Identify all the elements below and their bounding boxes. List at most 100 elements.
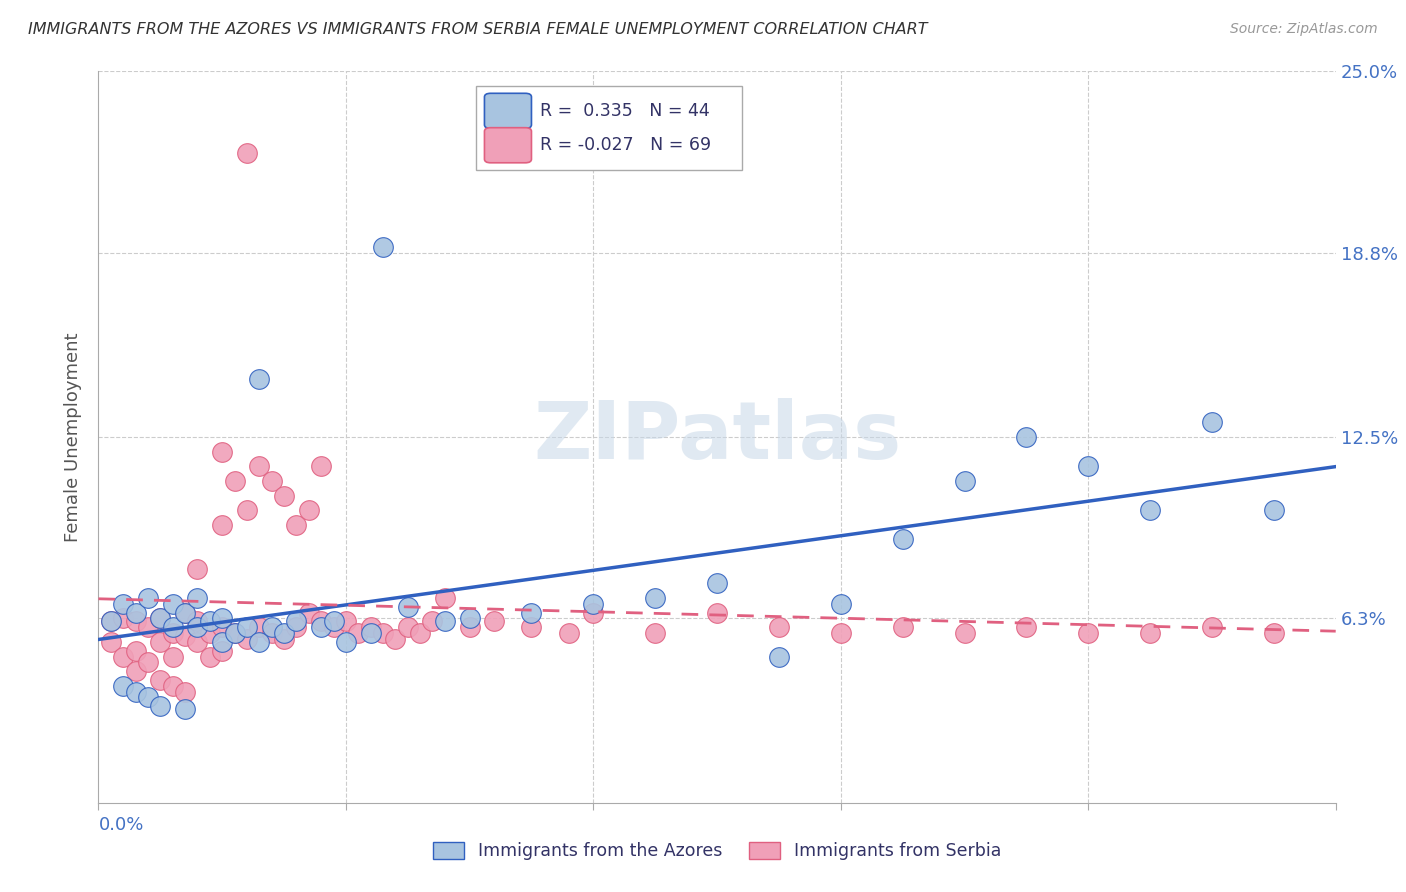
Point	[1015, 620, 1038, 634]
Point	[1201, 620, 1223, 634]
Point	[247, 371, 270, 385]
Point	[396, 599, 419, 614]
Point	[298, 503, 321, 517]
Point	[198, 649, 221, 664]
FancyBboxPatch shape	[485, 128, 531, 162]
Point	[830, 597, 852, 611]
Point	[953, 474, 976, 488]
Point	[112, 597, 135, 611]
Point	[298, 606, 321, 620]
Point	[557, 626, 579, 640]
Point	[273, 632, 295, 646]
Point	[1077, 626, 1099, 640]
Point	[198, 615, 221, 629]
Point	[136, 620, 159, 634]
Point	[211, 517, 233, 532]
Text: IMMIGRANTS FROM THE AZORES VS IMMIGRANTS FROM SERBIA FEMALE UNEMPLOYMENT CORRELA: IMMIGRANTS FROM THE AZORES VS IMMIGRANTS…	[28, 22, 928, 37]
Point	[149, 611, 172, 625]
Point	[768, 620, 790, 634]
Point	[335, 615, 357, 629]
Point	[186, 562, 208, 576]
Point	[273, 626, 295, 640]
Point	[285, 615, 308, 629]
Point	[162, 649, 184, 664]
Point	[124, 606, 146, 620]
Point	[174, 606, 197, 620]
Y-axis label: Female Unemployment: Female Unemployment	[65, 333, 83, 541]
Point	[891, 620, 914, 634]
Point	[124, 684, 146, 698]
Point	[347, 626, 370, 640]
Point	[236, 503, 259, 517]
Point	[236, 146, 259, 161]
Point	[236, 620, 259, 634]
Point	[335, 635, 357, 649]
Point	[396, 620, 419, 634]
Point	[644, 626, 666, 640]
Point	[124, 615, 146, 629]
Point	[260, 620, 283, 634]
Text: ZIPatlas: ZIPatlas	[533, 398, 901, 476]
Point	[1139, 503, 1161, 517]
Text: Source: ZipAtlas.com: Source: ZipAtlas.com	[1230, 22, 1378, 37]
Point	[260, 626, 283, 640]
Point	[112, 611, 135, 625]
Point	[186, 620, 208, 634]
Point	[112, 649, 135, 664]
Point	[1263, 626, 1285, 640]
Point	[384, 632, 406, 646]
Point	[309, 615, 332, 629]
Point	[953, 626, 976, 640]
Point	[582, 606, 605, 620]
Point	[211, 620, 233, 634]
Point	[285, 517, 308, 532]
Point	[484, 615, 506, 629]
Point	[174, 684, 197, 698]
Point	[149, 611, 172, 625]
Point	[124, 643, 146, 657]
Point	[706, 606, 728, 620]
Point	[211, 444, 233, 458]
Point	[247, 459, 270, 474]
Point	[162, 679, 184, 693]
Point	[162, 620, 184, 634]
Point	[247, 620, 270, 634]
Point	[186, 615, 208, 629]
Point	[520, 620, 543, 634]
Point	[1263, 503, 1285, 517]
Point	[309, 459, 332, 474]
Point	[422, 615, 444, 629]
Point	[149, 699, 172, 714]
Point	[891, 533, 914, 547]
Point	[136, 591, 159, 605]
Point	[1077, 459, 1099, 474]
Point	[198, 626, 221, 640]
Point	[1201, 416, 1223, 430]
FancyBboxPatch shape	[485, 94, 531, 128]
Point	[186, 591, 208, 605]
Point	[371, 240, 394, 254]
Point	[768, 649, 790, 664]
Point	[112, 679, 135, 693]
Point	[149, 673, 172, 687]
Point	[211, 611, 233, 625]
Point	[582, 597, 605, 611]
Point	[224, 626, 246, 640]
Point	[458, 611, 481, 625]
Point	[100, 615, 122, 629]
Point	[371, 626, 394, 640]
Point	[433, 615, 456, 629]
Point	[706, 576, 728, 591]
Point	[162, 597, 184, 611]
Point	[174, 606, 197, 620]
Point	[360, 620, 382, 634]
Point	[1139, 626, 1161, 640]
Text: R = -0.027   N = 69: R = -0.027 N = 69	[540, 136, 711, 154]
Point	[211, 643, 233, 657]
Point	[1015, 430, 1038, 444]
Point	[100, 635, 122, 649]
Point	[360, 626, 382, 640]
Point	[322, 620, 344, 634]
Point	[100, 615, 122, 629]
Text: 0.0%: 0.0%	[98, 816, 143, 834]
